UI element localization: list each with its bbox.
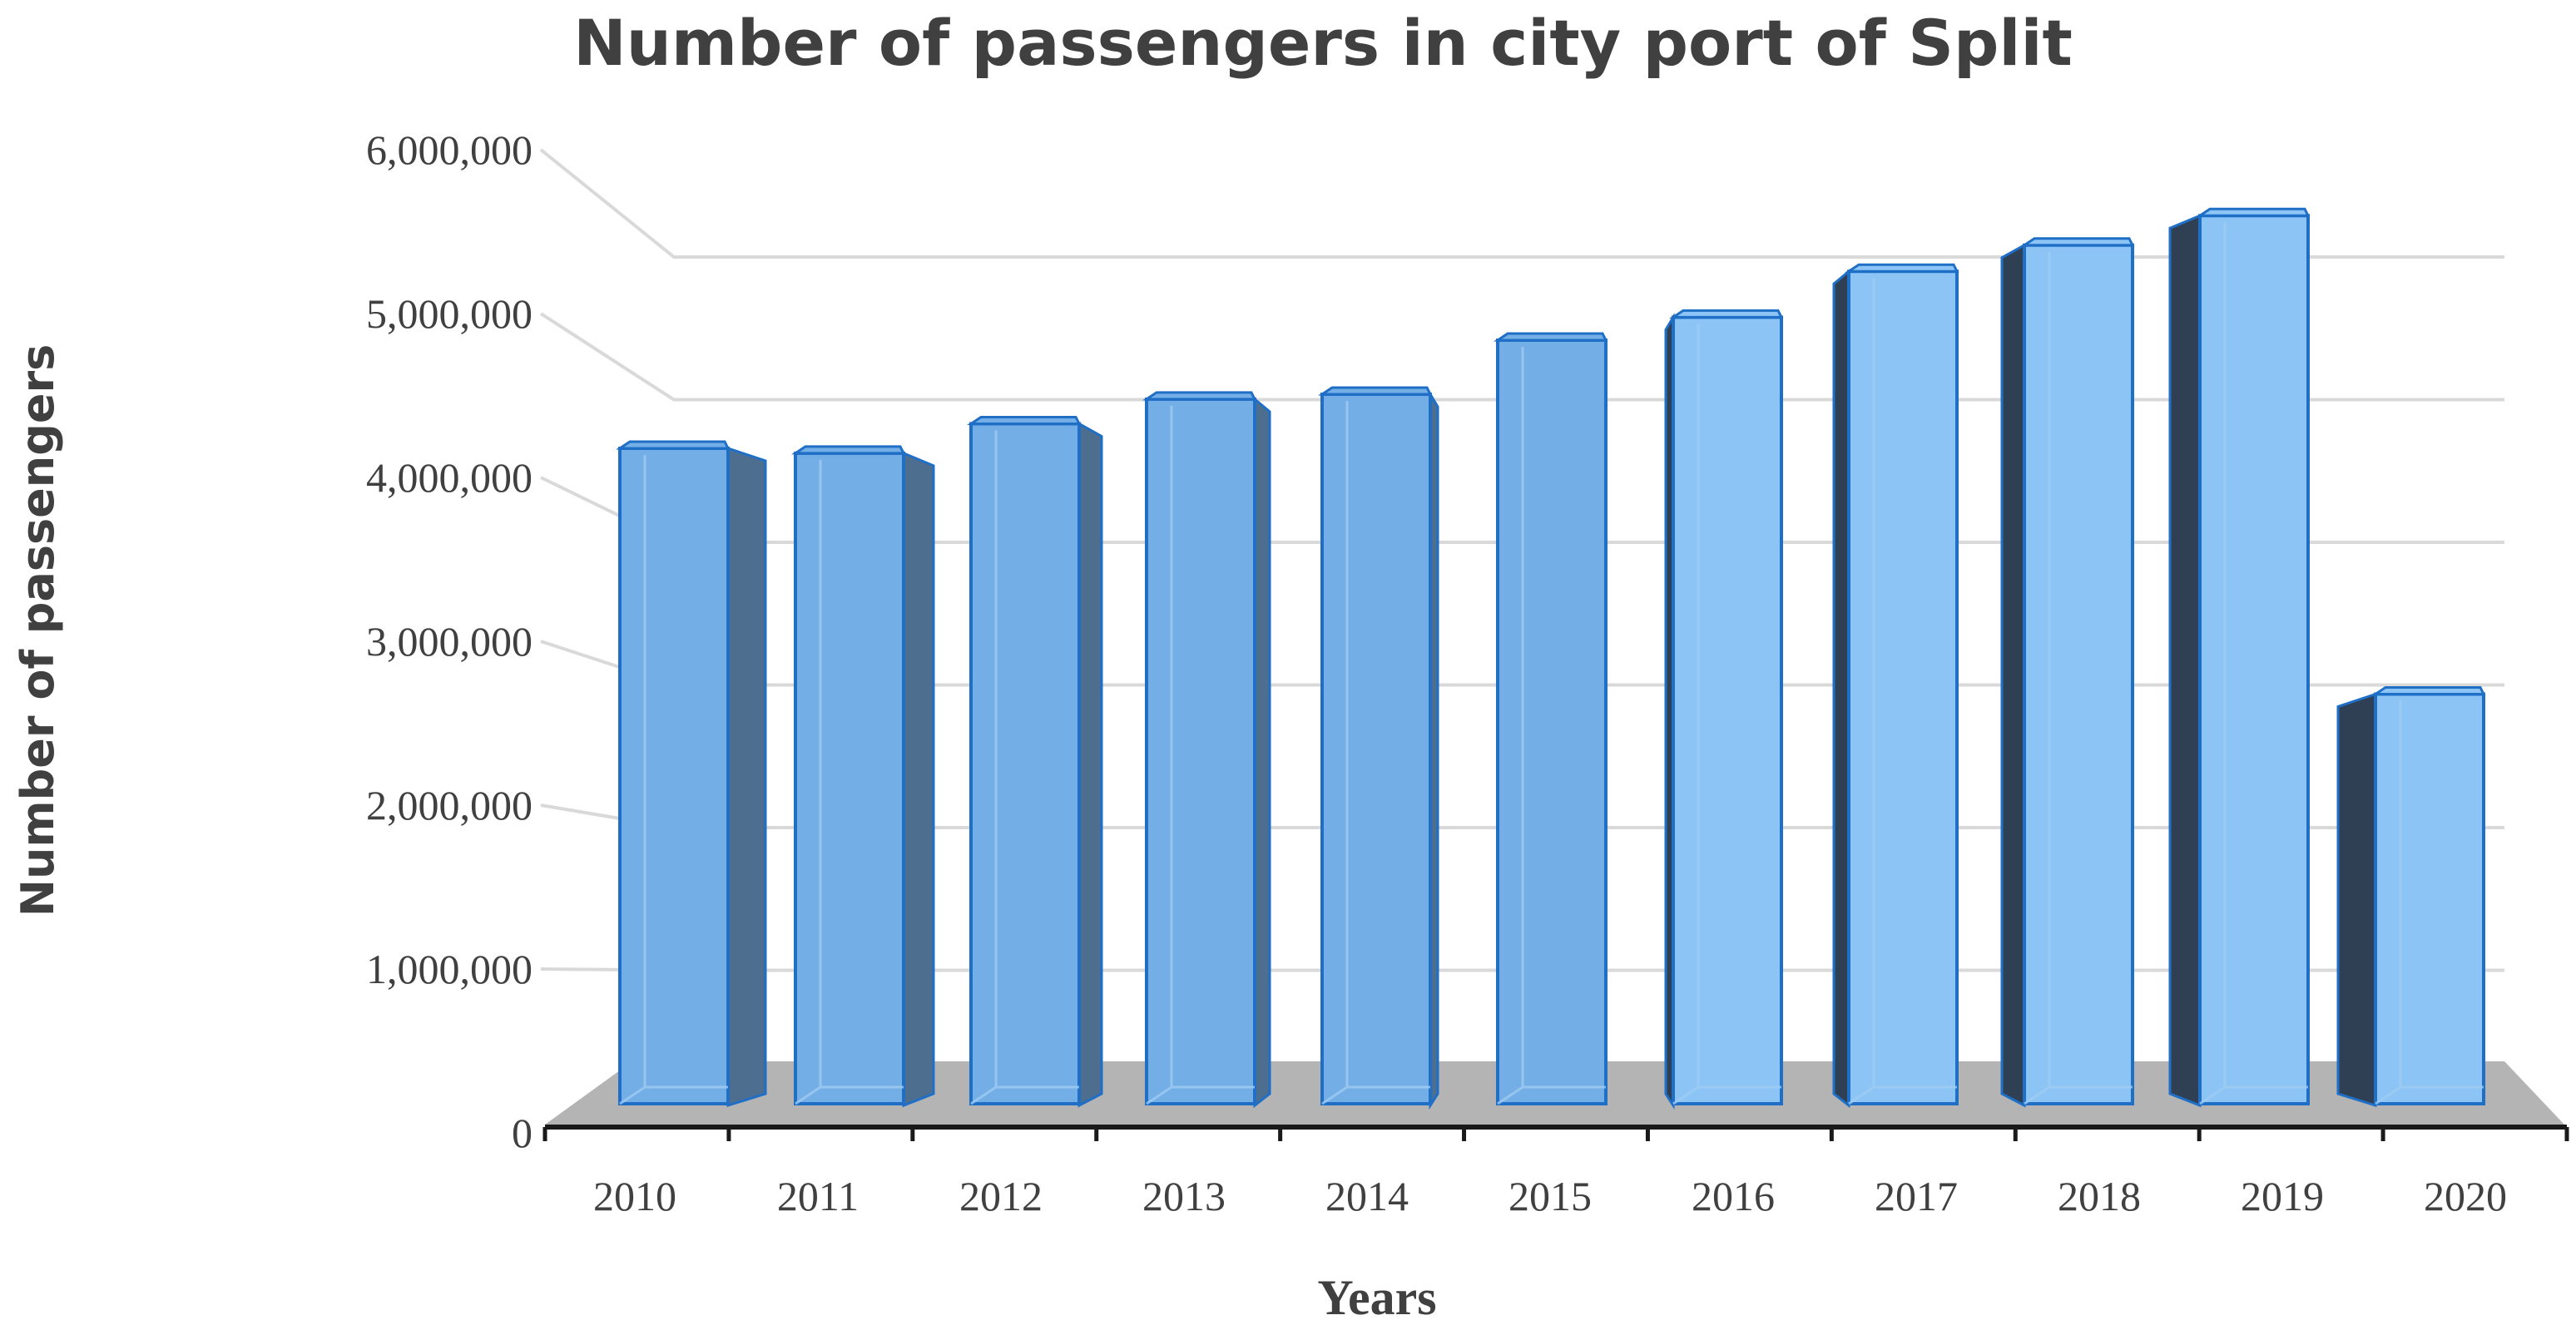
x-tick-label: 2011: [777, 1173, 859, 1219]
bar-front-face: [1847, 269, 1959, 1105]
bar-front-face: [2023, 243, 2134, 1106]
x-axis: [542, 1125, 2569, 1141]
x-axis-title: Years: [1317, 1270, 1436, 1325]
bar-2010: [616, 440, 767, 1108]
bar-side-face: [2336, 692, 2377, 1108]
bar-side-face: [2168, 214, 2202, 1108]
x-tick-label: 2019: [2241, 1173, 2324, 1219]
bar-2020: [2336, 686, 2486, 1108]
bar-inner-edge: [1497, 346, 1606, 1105]
bar-front-face: [1320, 392, 1432, 1105]
x-tick-label: 2012: [959, 1173, 1043, 1219]
bar-side-face: [2000, 243, 2026, 1108]
y-tick-label: 4,000,000: [366, 454, 533, 501]
bar-top-face: [967, 415, 1082, 425]
bar-2019: [2168, 207, 2311, 1108]
bars: [616, 207, 2486, 1110]
bar-top-face: [1845, 263, 1959, 273]
bar-front-face: [1496, 338, 1608, 1106]
bar-inner-edge: [1848, 278, 1957, 1105]
bar-top-face: [791, 445, 906, 455]
bar-2016: [1664, 309, 1784, 1110]
bar-top-face: [2196, 207, 2311, 217]
bar-front-face: [1672, 315, 1783, 1105]
y-tick-label: 6,000,000: [366, 126, 533, 173]
x-tick-label: 2020: [2424, 1173, 2507, 1219]
bar-front-face: [2374, 692, 2485, 1105]
bar-side-face: [1253, 396, 1271, 1109]
bar-2015: [1494, 332, 1608, 1106]
bar-front-face: [1145, 397, 1256, 1105]
bar-2012: [967, 415, 1103, 1108]
bar-inner-edge: [619, 455, 728, 1105]
x-tick-label: 2016: [1692, 1173, 1775, 1219]
x-tick-label: 2010: [593, 1173, 676, 1219]
bar-side-face: [726, 446, 767, 1108]
bar-side-face: [1832, 269, 1850, 1109]
y-tick-labels: 0 1,000,000 2,000,000 3,000,000 4,000,000 5,0…: [366, 126, 533, 1156]
chart-title: Number of passengers in city port of Spl…: [573, 6, 2073, 80]
x-tick-label: 2017: [1875, 1173, 1958, 1219]
x-tick-label: 2015: [1508, 1173, 1592, 1219]
bar-inner-edge: [1321, 400, 1430, 1105]
bar-top-face: [1494, 332, 1608, 342]
bar-inner-edge: [970, 430, 1079, 1105]
gridline: [539, 148, 2504, 259]
bar-top-face: [616, 440, 731, 450]
bar-inner-edge: [1672, 324, 1781, 1105]
bar-2017: [1832, 263, 1959, 1109]
bar-top-face: [2371, 686, 2486, 695]
bar-2014: [1318, 386, 1439, 1110]
bar-side-face: [902, 451, 935, 1108]
y-tick-label: 3,000,000: [366, 618, 533, 665]
bar-2018: [2000, 237, 2135, 1108]
bar-2011: [791, 445, 935, 1108]
y-tick-label: 1,000,000: [366, 946, 533, 992]
bar-2013: [1142, 391, 1271, 1109]
bar-inner-edge: [2199, 222, 2308, 1105]
bar-front-face: [794, 451, 905, 1105]
bar-inner-edge: [795, 459, 904, 1105]
y-axis-title: Number of passengers: [12, 344, 64, 917]
y-tick-label: 0: [512, 1110, 533, 1156]
x-tick-label: 2018: [2058, 1173, 2141, 1219]
x-tick-label: 2014: [1325, 1173, 1409, 1219]
bar-inner-edge: [2024, 251, 2133, 1105]
y-tick-label: 2,000,000: [366, 782, 533, 828]
bar-inner-edge: [2375, 700, 2484, 1105]
bar-front-face: [2198, 214, 2310, 1105]
y-tick-label: 5,000,000: [366, 290, 533, 337]
x-tick-label: 2013: [1142, 1173, 1226, 1219]
bar-top-face: [2020, 237, 2135, 247]
bar-inner-edge: [1146, 405, 1255, 1105]
bar-front-face: [618, 447, 730, 1105]
bar-top-face: [1318, 386, 1433, 396]
bar-front-face: [969, 422, 1081, 1105]
bar-top-face: [1142, 391, 1257, 401]
x-tick-labels: 2010 2011 2012 2013 2014 2015 2016 2017 2018 2019…: [593, 1173, 2507, 1219]
bar-top-face: [1669, 309, 1784, 319]
bar-side-face: [1077, 421, 1103, 1108]
